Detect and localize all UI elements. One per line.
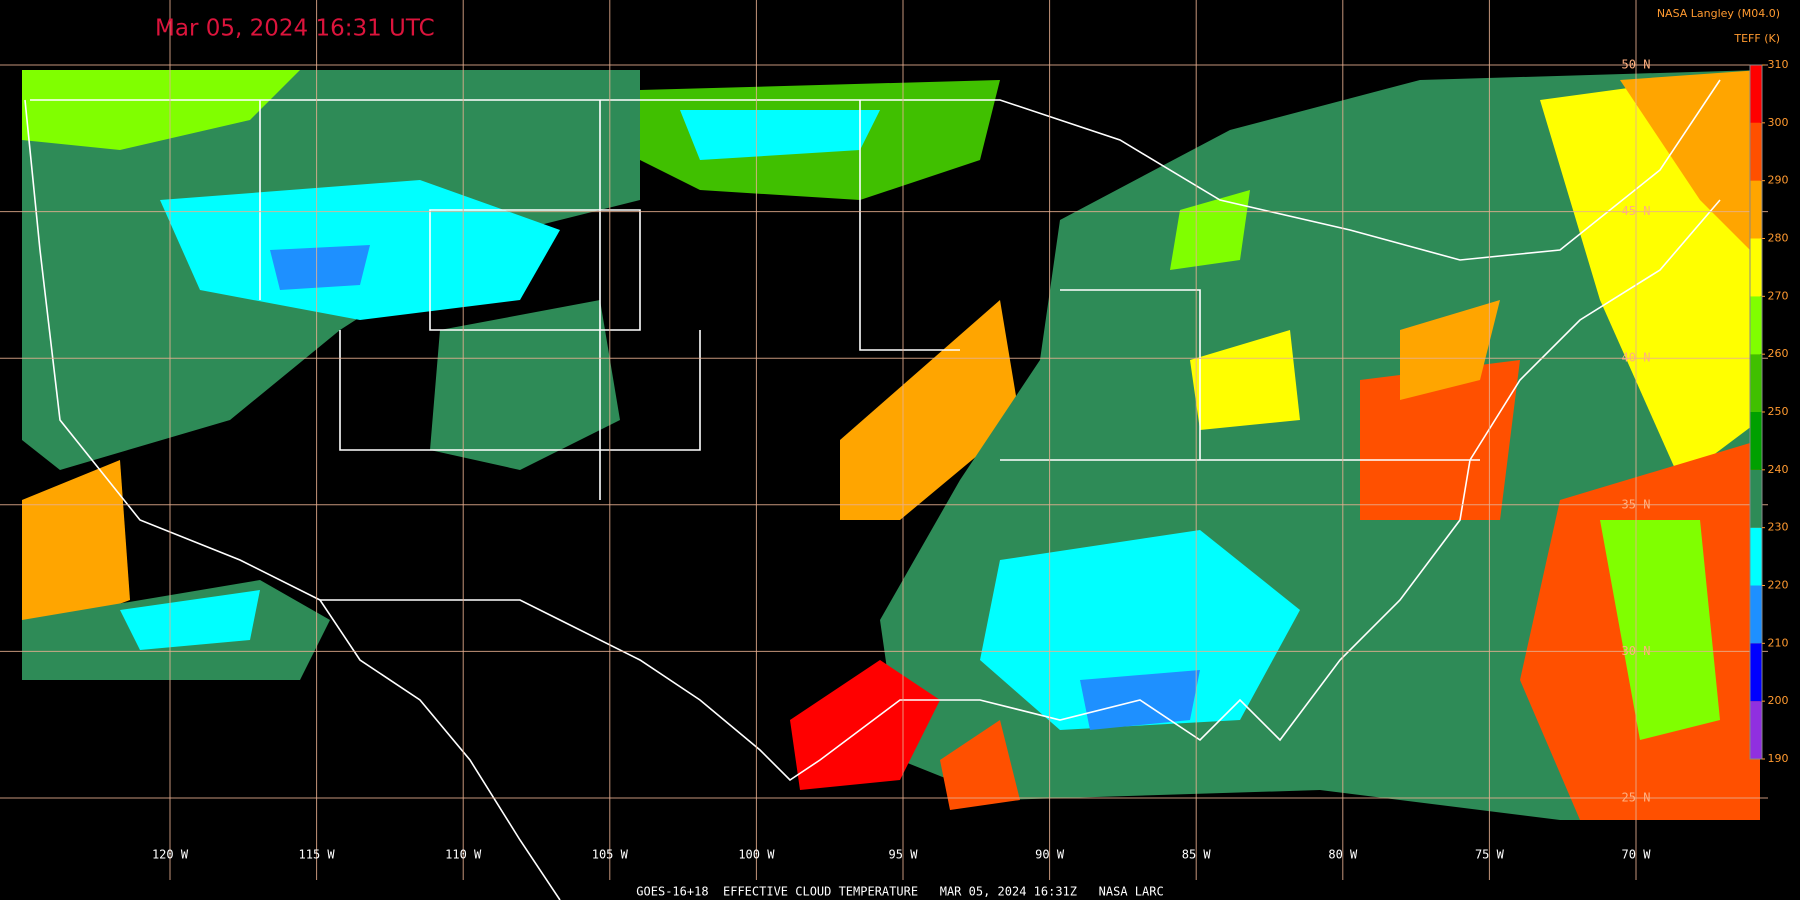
longitude-label: 110 W xyxy=(445,848,482,862)
colorbar-tick-label: 310 xyxy=(1768,58,1789,71)
colorbar-band xyxy=(1750,65,1762,123)
colorbar-tick-label: 250 xyxy=(1768,405,1789,418)
cloud-area xyxy=(430,300,620,470)
colorbar-tick-label: 240 xyxy=(1768,463,1789,476)
colorbar-tick-label: 220 xyxy=(1768,579,1789,592)
latitude-label: 50 N xyxy=(1622,58,1651,72)
state-border xyxy=(259,100,1480,500)
cloud-area xyxy=(22,70,300,150)
colorbar-band xyxy=(1750,296,1762,355)
colorbar-band xyxy=(1750,412,1762,470)
borders xyxy=(24,79,1721,900)
title: Mar 05, 2024 16:31 UTC xyxy=(155,16,435,42)
cloud-area xyxy=(1190,330,1300,430)
colorbar-title: TEFF (K) xyxy=(1733,32,1780,45)
cloud-area xyxy=(980,530,1300,730)
latitude-label: 25 N xyxy=(1622,791,1651,805)
latitude-label: 40 N xyxy=(1622,351,1651,365)
longitude-label: 95 W xyxy=(889,848,919,862)
colorbar-tick-label: 260 xyxy=(1768,347,1789,360)
colorbar-band xyxy=(1750,585,1762,644)
colorbar-tick-label: 210 xyxy=(1768,636,1789,649)
cloud-area xyxy=(840,300,1020,520)
footer: GOES-16+18 EFFECTIVE CLOUD TEMPERATURE M… xyxy=(636,885,1163,899)
cloud-imagery xyxy=(22,70,1760,820)
cloud-area xyxy=(120,590,260,650)
colorbar-band xyxy=(1750,354,1762,412)
colorbar-tick-label: 230 xyxy=(1768,521,1789,534)
colorbar-tick-label: 300 xyxy=(1768,116,1789,129)
longitude-label: 80 W xyxy=(1328,848,1358,862)
longitude-label: 75 W xyxy=(1475,848,1505,862)
latitude-label: 30 N xyxy=(1622,644,1651,658)
longitude-label: 70 W xyxy=(1622,848,1652,862)
national-border xyxy=(30,79,1721,261)
colorbar-band xyxy=(1750,469,1762,528)
cloud-area xyxy=(1400,300,1500,400)
colorbar-band xyxy=(1750,238,1762,297)
colorbar-band xyxy=(1750,122,1762,181)
colorbar-tick-label: 190 xyxy=(1768,752,1789,765)
longitude-label: 120 W xyxy=(152,848,189,862)
colorbar-tick-label: 270 xyxy=(1768,289,1789,302)
longitude-label: 85 W xyxy=(1182,848,1212,862)
cloud-area xyxy=(680,110,880,160)
colorbar-tick-label: 290 xyxy=(1768,174,1789,187)
colorbar-band xyxy=(1750,527,1762,586)
provider: NASA Langley (M04.0) xyxy=(1657,7,1780,20)
graticule xyxy=(0,0,1768,880)
coastline xyxy=(320,199,1721,782)
longitude-label: 100 W xyxy=(738,848,775,862)
longitude-label: 105 W xyxy=(592,848,629,862)
longitude-label: 90 W xyxy=(1035,848,1065,862)
cloud-area xyxy=(1600,520,1720,740)
cloud-area xyxy=(1620,70,1760,260)
colorbar-tick-label: 280 xyxy=(1768,232,1789,245)
cloud-area xyxy=(940,720,1020,810)
longitude-label: 115 W xyxy=(299,848,336,862)
colorbar-band xyxy=(1750,701,1762,759)
latitude-label: 35 N xyxy=(1622,497,1651,511)
colorbar-band xyxy=(1750,180,1762,239)
colorbar-band xyxy=(1750,643,1762,702)
cloud-area xyxy=(1170,190,1250,270)
latitude-label: 45 N xyxy=(1622,204,1651,218)
colorbar-tick-label: 200 xyxy=(1768,694,1789,707)
cloud-area xyxy=(270,245,370,290)
